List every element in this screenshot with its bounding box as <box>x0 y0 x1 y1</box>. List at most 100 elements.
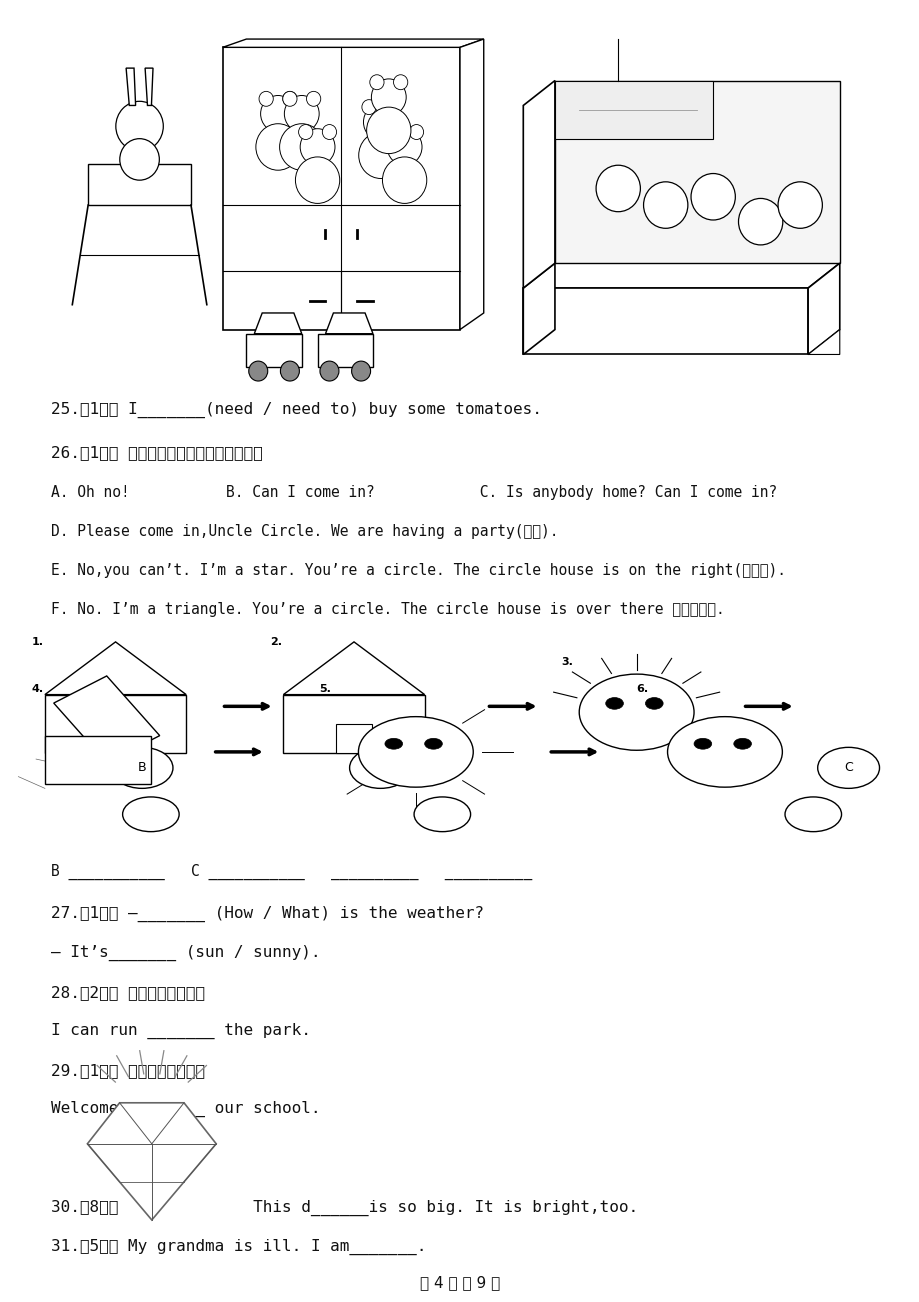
Text: C: C <box>844 762 852 775</box>
Ellipse shape <box>409 125 423 139</box>
Ellipse shape <box>777 182 822 228</box>
Ellipse shape <box>306 91 321 107</box>
Polygon shape <box>254 312 301 333</box>
Ellipse shape <box>579 674 693 750</box>
Ellipse shape <box>643 182 687 228</box>
Bar <box>246 333 301 367</box>
Bar <box>317 333 372 367</box>
Ellipse shape <box>369 74 383 90</box>
Ellipse shape <box>363 104 398 141</box>
Polygon shape <box>523 81 554 288</box>
Text: D. Please come in,Uncle Circle. We are having a party(聚会).: D. Please come in,Uncle Circle. We are h… <box>51 523 558 539</box>
Ellipse shape <box>322 125 336 139</box>
Ellipse shape <box>358 132 403 178</box>
Ellipse shape <box>605 698 623 710</box>
Ellipse shape <box>690 173 734 220</box>
Ellipse shape <box>349 747 411 788</box>
Polygon shape <box>145 68 153 105</box>
Ellipse shape <box>259 91 273 107</box>
Ellipse shape <box>384 738 403 749</box>
Polygon shape <box>523 288 807 354</box>
Bar <box>283 695 425 753</box>
Text: B: B <box>138 762 146 775</box>
Ellipse shape <box>279 124 323 171</box>
Polygon shape <box>45 642 186 695</box>
Ellipse shape <box>385 125 400 139</box>
Text: 28.（2分） 填上合适的介词。: 28.（2分） 填上合适的介词。 <box>51 984 204 1000</box>
Ellipse shape <box>284 95 319 132</box>
Ellipse shape <box>122 797 179 832</box>
Text: E. No,you can’t. I’m a star. You’re a circle. The circle house is on the right(在: E. No,you can’t. I’m a star. You’re a ci… <box>51 562 785 578</box>
Text: A. Oh no!           B. Can I come in?            C. Is anybody home? Can I come : A. Oh no! B. Can I come in? C. Is anybod… <box>51 484 776 500</box>
Ellipse shape <box>414 797 471 832</box>
Ellipse shape <box>248 361 267 381</box>
Ellipse shape <box>425 738 442 749</box>
Ellipse shape <box>255 124 300 171</box>
Text: F. No. I’m a triangle. You’re a circle. The circle house is over there （在那边）.: F. No. I’m a triangle. You’re a circle. … <box>51 602 723 617</box>
Text: 3.: 3. <box>561 658 573 668</box>
Text: 29.（1分） 填上合适的介词。: 29.（1分） 填上合适的介词。 <box>51 1062 204 1078</box>
Ellipse shape <box>393 74 407 90</box>
Polygon shape <box>807 263 839 354</box>
Polygon shape <box>283 642 425 695</box>
Polygon shape <box>523 263 554 354</box>
Ellipse shape <box>738 198 782 245</box>
Bar <box>45 736 151 784</box>
Ellipse shape <box>693 738 711 749</box>
Ellipse shape <box>280 361 299 381</box>
Polygon shape <box>460 39 483 329</box>
Ellipse shape <box>645 698 663 710</box>
Text: 2.: 2. <box>270 637 282 647</box>
Bar <box>88 164 191 206</box>
Ellipse shape <box>119 139 159 180</box>
Bar <box>97 724 133 753</box>
Text: 1.: 1. <box>31 637 43 647</box>
Ellipse shape <box>111 747 173 788</box>
Ellipse shape <box>299 125 312 139</box>
Ellipse shape <box>351 361 370 381</box>
Bar <box>222 47 460 329</box>
Polygon shape <box>126 68 135 105</box>
Ellipse shape <box>667 716 781 788</box>
Ellipse shape <box>817 747 879 788</box>
Ellipse shape <box>733 738 751 749</box>
Text: Welcome ________ our school.: Welcome ________ our school. <box>51 1101 320 1117</box>
Text: — It’s_______ (sun / sunny).: — It’s_______ (sun / sunny). <box>51 945 320 961</box>
Text: I can run _______ the park.: I can run _______ the park. <box>51 1023 310 1039</box>
Ellipse shape <box>387 129 422 165</box>
Ellipse shape <box>358 716 472 788</box>
Ellipse shape <box>260 95 295 132</box>
Polygon shape <box>53 676 160 763</box>
Text: 26.（1分） 看图，读一读，完成下列试题。: 26.（1分） 看图，读一读，完成下列试题。 <box>51 445 262 461</box>
Polygon shape <box>523 263 839 288</box>
Polygon shape <box>554 81 839 263</box>
Ellipse shape <box>385 100 400 115</box>
Text: B ___________   C ___________   __________   __________: B ___________ C ___________ __________ _… <box>51 865 531 880</box>
Ellipse shape <box>320 361 338 381</box>
Polygon shape <box>807 329 839 354</box>
Ellipse shape <box>367 107 411 154</box>
Ellipse shape <box>596 165 640 212</box>
Polygon shape <box>325 312 372 333</box>
Text: 25.（1分） I_______(need / need to) buy some tomatoes.: 25.（1分） I_______(need / need to) buy som… <box>51 402 541 418</box>
Ellipse shape <box>282 91 297 107</box>
Bar <box>45 695 186 753</box>
Ellipse shape <box>116 102 164 151</box>
Text: 31.（5分） My grandma is ill. I am_______.: 31.（5分） My grandma is ill. I am_______. <box>51 1240 425 1255</box>
Ellipse shape <box>371 79 406 116</box>
Polygon shape <box>222 39 483 47</box>
Ellipse shape <box>361 100 376 115</box>
Text: 30.（8分）              This d______is so big. It is bright,too.: 30.（8分） This d______is so big. It is bri… <box>51 1200 637 1216</box>
Ellipse shape <box>300 129 335 165</box>
Text: 5.: 5. <box>318 685 330 694</box>
Text: 4.: 4. <box>31 685 44 694</box>
Ellipse shape <box>784 797 841 832</box>
Polygon shape <box>554 81 712 139</box>
Ellipse shape <box>295 158 339 203</box>
Text: 6.: 6. <box>636 685 648 694</box>
Ellipse shape <box>282 91 297 107</box>
Bar <box>336 724 371 753</box>
Text: 第 4 页 共 9 页: 第 4 页 共 9 页 <box>419 1275 500 1290</box>
Text: 27.（1分） —_______ (How / What) is the weather?: 27.（1分） —_______ (How / What) is the wea… <box>51 906 483 922</box>
Polygon shape <box>87 1103 216 1220</box>
